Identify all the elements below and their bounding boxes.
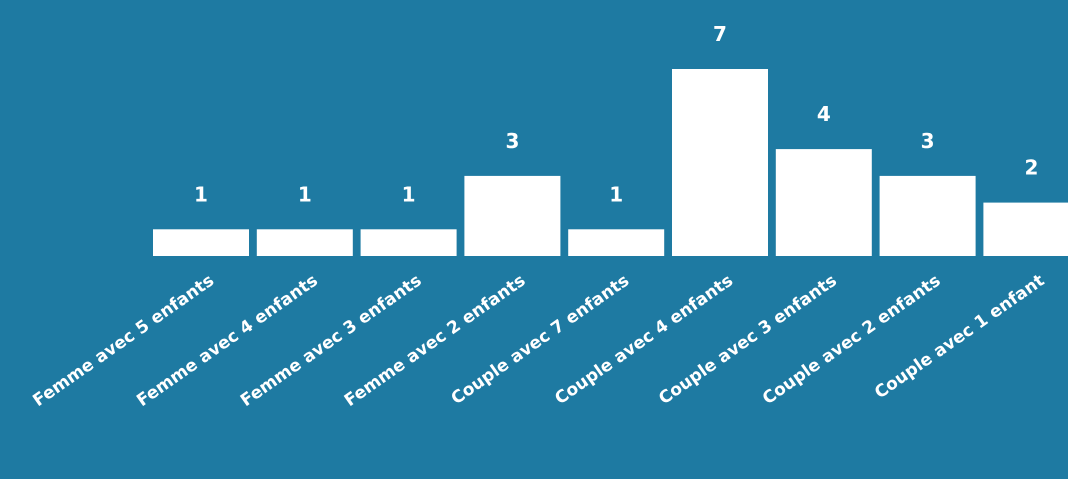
- category-tick-label: Couple avec 4 enfants: [551, 271, 736, 409]
- bar: [672, 69, 768, 256]
- category-tick-label: Femme avec 3 enfants: [237, 271, 425, 411]
- category-tick-label: Femme avec 2 enfants: [341, 271, 529, 411]
- bar-value-label: 4: [817, 102, 831, 126]
- bar-value-label: 3: [505, 129, 519, 153]
- bar-value-label: 7: [713, 22, 727, 46]
- category-tick-label: Couple avec 7 enfants: [448, 271, 633, 409]
- bar-value-label: 1: [298, 182, 312, 206]
- bar-value-label: 1: [402, 182, 416, 206]
- bar-value-label: 3: [921, 129, 935, 153]
- category-tick-label: Femme avec 5 enfants: [29, 271, 217, 411]
- bar: [983, 202, 1068, 256]
- bar: [568, 229, 665, 256]
- bar: [256, 229, 353, 256]
- bar-value-label: 1: [194, 182, 208, 206]
- bar: [775, 149, 872, 256]
- bar: [879, 175, 976, 256]
- bar: [360, 229, 457, 256]
- category-tick-label: Couple avec 1 enfant: [871, 271, 1048, 403]
- category-tick-label: Couple avec 2 enfants: [759, 271, 944, 409]
- value-labels-group: 1 1 1 3 1 7 4 3 2: [194, 22, 1038, 206]
- bars-group: [153, 69, 1068, 256]
- bar: [464, 175, 561, 256]
- bar-value-label: 1: [609, 182, 623, 206]
- bar: [153, 229, 249, 256]
- category-tick-label: Couple avec 3 enfants: [655, 271, 840, 409]
- bar-value-label: 2: [1024, 156, 1038, 180]
- category-tick-label: Femme avec 4 enfants: [133, 271, 321, 411]
